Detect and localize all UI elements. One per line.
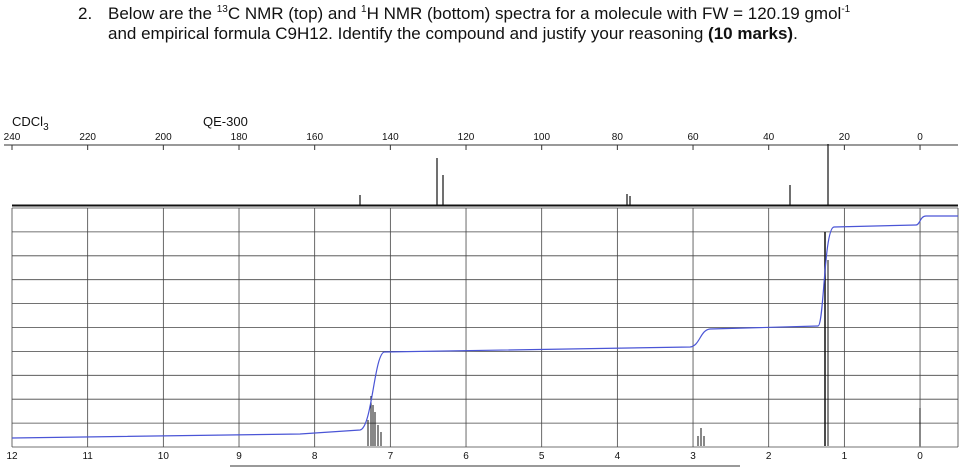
top-tick-label: 220	[79, 132, 96, 143]
carbon-spectrum	[12, 144, 958, 207]
text: Below are the	[108, 4, 217, 23]
bottom-tick-label: 0	[917, 451, 923, 462]
superscript: -1	[841, 4, 851, 15]
top-tick-label: 20	[839, 132, 851, 143]
bold-text: (10 marks)	[708, 24, 794, 43]
top-tick-label: 80	[612, 132, 624, 143]
text: .	[793, 24, 798, 43]
bottom-tick-label: 2	[766, 451, 772, 462]
bottom-tick-label: 3	[690, 451, 696, 462]
question-line2: and empirical formula C9H12. Identify th…	[108, 24, 798, 44]
bottom-tick-label: 5	[539, 451, 545, 462]
bottom-tick-label: 6	[463, 451, 469, 462]
superscript: 13	[216, 4, 228, 15]
bottom-tick-label: 1	[842, 451, 848, 462]
grid	[11, 145, 959, 448]
top-tick-label: 0	[917, 132, 923, 143]
top-tick-label: 120	[458, 132, 475, 143]
question-number: 2.	[78, 4, 93, 23]
proton-spectrum	[367, 232, 921, 446]
subscript: 3	[43, 122, 49, 133]
bottom-tick-label: 10	[158, 451, 170, 462]
bottom-tick-label: 11	[82, 451, 93, 462]
superscript: 1	[361, 4, 367, 15]
question-line1: Below are the 13C NMR (top) and 1H NMR (…	[108, 4, 850, 24]
top-tick-label: 140	[382, 132, 399, 143]
text: H NMR (bottom) spectra for a molecule wi…	[366, 4, 842, 23]
top-tick-label: 160	[306, 132, 323, 143]
text: and empirical formula C9H12. Identify th…	[108, 24, 709, 43]
top-tick-label: 60	[687, 132, 699, 143]
top-tick-label: 100	[533, 132, 550, 143]
bottom-tick-label: 7	[388, 451, 394, 462]
integration-curve	[11, 215, 958, 439]
top-tick-label: 40	[763, 132, 775, 143]
top-tick-label: 180	[231, 132, 248, 143]
instrument-label: QE-300	[203, 114, 248, 129]
text: C NMR (top) and	[227, 4, 362, 23]
solvent-label: CDCl3	[12, 114, 49, 133]
top-tick-label: 200	[155, 132, 172, 143]
text: CDCl	[12, 114, 43, 129]
bottom-tick-label: 9	[236, 451, 242, 462]
top-tick-label: 240	[4, 132, 21, 143]
bottom-tick-label: 8	[312, 451, 318, 462]
bottom-tick-label: 4	[615, 451, 621, 462]
bottom-tick-label: 12	[6, 451, 18, 462]
